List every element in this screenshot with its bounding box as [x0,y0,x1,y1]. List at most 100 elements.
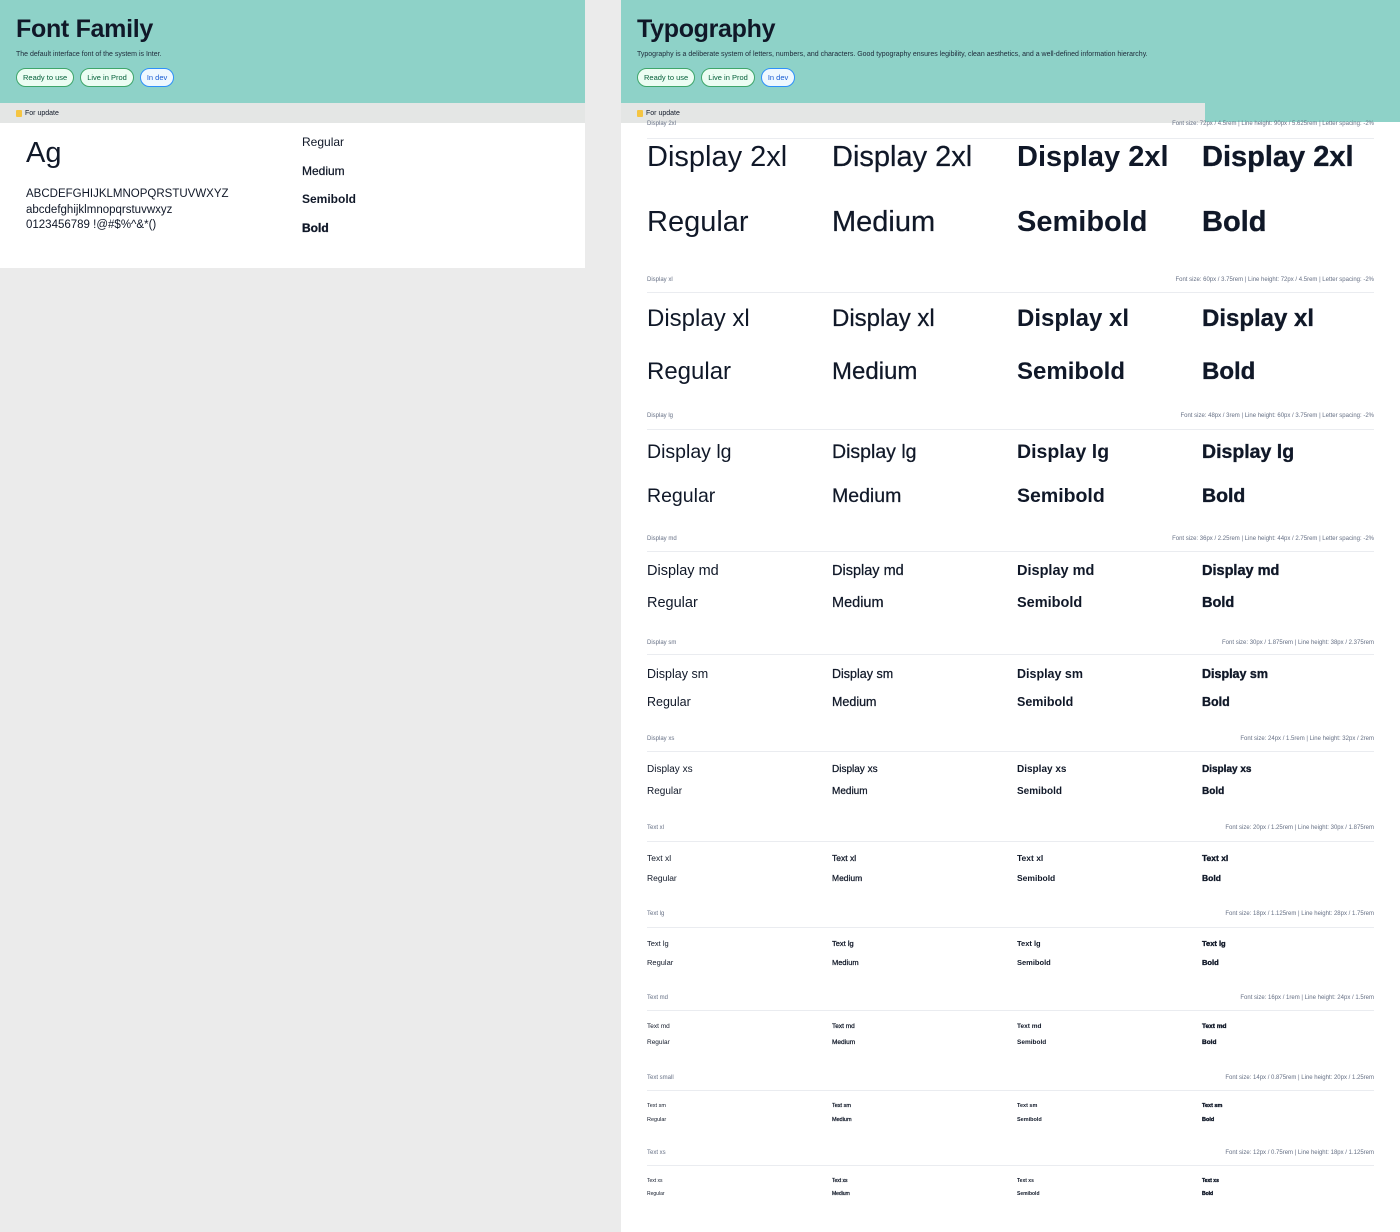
type-weight-row: Regular Medium Semibold Bold [647,695,1387,709]
type-sample-medium: Display 2xl [832,141,973,173]
type-weight-label-medium: Medium [832,485,902,507]
type-weight-label-bold: Bold [1202,786,1225,797]
type-sample-regular: Display lg [647,441,732,463]
type-weight-label-semibold: Semibold [1017,958,1051,967]
type-style-spec: Font size: 72px / 4.5rem | Line height: … [1172,121,1374,127]
type-sample-regular: Display sm [647,667,709,681]
type-weight-row: Regular Medium Semibold Bold [647,958,1387,967]
type-sample-bold: Text sm [1202,1103,1223,1109]
type-weight-label-semibold: Semibold [1017,695,1074,709]
type-sample-medium: Text xs [832,1178,848,1184]
type-style-meta: Display xl Font size: 60px / 3.75rem | Li… [647,277,1374,291]
font-family-header: Font Family The default interface font o… [0,0,585,103]
type-sample-bold: Text xl [1202,853,1229,863]
section-divider [647,1010,1374,1011]
live-in-prod-pill[interactable]: Live in Prod [80,68,134,87]
type-sample-bold: Display xl [1202,305,1315,332]
type-sample-row: Text lg Text lg Text lg Text lg [647,939,1387,948]
type-sample-medium: Display xs [832,764,878,775]
type-sample-row: Text xs Text xs Text xs Text xs [647,1178,1387,1184]
type-style-meta: Display md Font size: 36px / 2.25rem | Li… [647,536,1374,550]
section-divider [647,138,1374,139]
type-weight-label-regular: Regular [647,595,698,611]
type-style-spec: Font size: 18px / 1.125rem | Line height… [1225,911,1374,917]
type-sample-semibold: Text sm [1017,1103,1038,1109]
type-style-meta: Text md Font size: 16px / 1rem | Line hei… [647,995,1374,1009]
note-icon [16,109,22,117]
type-weight-label-regular: Regular [647,485,716,507]
type-style-section: Display xs Font size: 24px / 1.5rem | Lin… [647,736,1374,797]
type-weight-label-semibold: Semibold [1017,786,1063,797]
ready-to-use-pill[interactable]: Ready to use [16,68,75,87]
type-style-name: Text xs [647,1150,666,1156]
type-style-meta: Text lg Font size: 18px / 1.125rem | Line… [647,911,1374,925]
live-in-prod-pill[interactable]: Live in Prod [701,68,755,87]
type-style-name: Display 2xl [647,121,677,127]
type-weight-row: Regular Medium Semibold Bold [647,595,1387,611]
type-sample-semibold: Display sm [1017,667,1084,681]
type-sample-medium: Display sm [832,667,894,681]
type-style-section: Display 2xl Font size: 72px / 4.5rem | Li… [647,121,1374,238]
type-weight-label-regular: Regular [647,1117,667,1123]
in-dev-pill[interactable]: In dev [760,68,796,87]
section-divider [647,751,1374,752]
type-weight-label-bold: Bold [1202,1117,1215,1123]
type-style-spec: Font size: 12px / 0.75rem | Line height:… [1225,1150,1374,1156]
type-style-name: Display md [647,536,677,542]
type-weight-row: Regular Medium Semibold Bold [647,786,1387,797]
type-sample-medium: Text lg [832,939,854,948]
type-weight-label-semibold: Semibold [1017,1117,1042,1123]
update-note-bar: For update [0,103,585,123]
type-sample-semibold: Text xs [1017,1178,1034,1184]
type-sample-row: Text sm Text sm Text sm Text sm [647,1103,1387,1109]
type-sample-row: Display 2xl Display 2xl Display 2xl Display… [647,141,1387,174]
type-style-name: Text lg [647,911,665,917]
type-sample-semibold: Display lg [1017,441,1110,463]
type-style-meta: Text xl Font size: 20px / 1.25rem | Line … [647,825,1374,839]
type-sample-regular: Display 2xl [647,141,788,173]
type-weight-row: Regular Medium Semibold Bold [647,873,1387,883]
type-style-section: Display md Font size: 36px / 2.25rem | Li… [647,536,1374,611]
type-style-section: Display xl Font size: 60px / 3.75rem | Li… [647,277,1374,385]
type-sample-bold: Text md [1202,1023,1227,1030]
in-dev-pill[interactable]: In dev [139,68,175,87]
type-style-section: Text lg Font size: 18px / 1.125rem | Line… [647,911,1374,967]
lowercase-glyphs: abcdefghijklmnopqrstuvwxyz [26,203,173,216]
type-weight-label-semibold: Semibold [1017,485,1105,507]
type-sample-medium: Text xl [832,853,857,863]
type-style-spec: Font size: 20px / 1.25rem | Line height:… [1225,825,1374,831]
uppercase-glyphs: ABCDEFGHIJKLMNOPQRSTUVWXYZ [26,188,229,200]
type-weight-label-semibold: Semibold [1017,1039,1047,1046]
type-style-name: Text xl [647,825,665,831]
type-style-spec: Font size: 36px / 2.25rem | Line height:… [1172,536,1374,542]
page-description: The default interface font of the system… [16,51,162,58]
type-sample-regular: Text xs [647,1178,663,1184]
section-divider [647,551,1374,552]
type-style-meta: Display lg Font size: 48px / 3rem | Line … [647,413,1374,427]
type-weight-row: Regular Medium Semibold Bold [647,1117,1387,1123]
section-divider [647,292,1374,293]
type-weight-label-regular: Regular [647,958,674,967]
type-weight-label-medium: Medium [832,1191,850,1197]
type-weight-label-bold: Bold [1202,695,1230,709]
type-weight-label-regular: Regular [647,695,691,709]
type-style-spec: Font size: 14px / 0.875rem | Line height… [1225,1075,1374,1081]
type-sample-row: Display lg Display lg Display lg Display lg [647,441,1387,464]
type-style-meta: Text xs Font size: 12px / 0.75rem | Line … [647,1150,1374,1164]
type-weight-label-medium: Medium [832,1039,856,1046]
glyph-set: ABCDEFGHIJKLMNOPQRSTUVWXYZ abcdefghijklm… [26,187,229,234]
type-weight-label-bold: Bold [1202,958,1219,967]
ready-to-use-pill[interactable]: Ready to use [637,68,696,87]
type-sample-regular: Display md [647,563,719,579]
weight-bold: Bold [302,220,329,235]
page-title: Typography [637,15,776,43]
type-sample-regular: Text xl [647,853,672,863]
type-sample-row: Display xs Display xs Display xs Display xs [647,764,1387,775]
page-title: Font Family [16,15,153,43]
type-sample-bold: Display 2xl [1202,141,1354,173]
type-weight-label-regular: Regular [647,206,749,238]
type-weight-label-regular: Regular [647,1191,665,1197]
type-sample-medium: Display md [832,563,904,579]
type-sample-row: Display md Display md Display md Display md [647,563,1387,579]
type-sample-semibold: Display 2xl [1017,141,1169,173]
